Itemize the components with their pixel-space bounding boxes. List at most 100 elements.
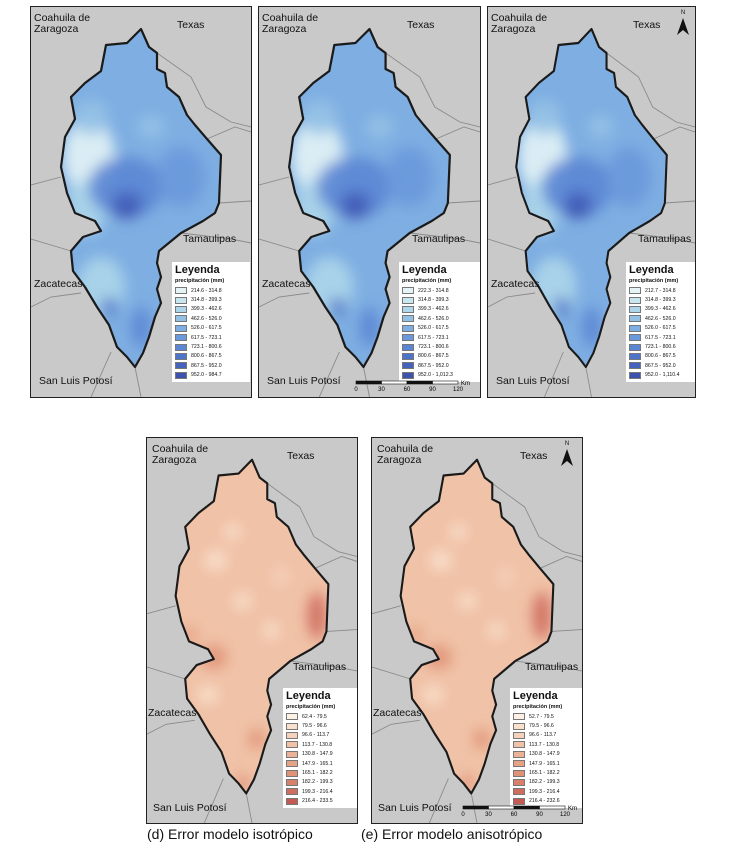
legend-label: 147.9 - 165.1 — [529, 760, 560, 767]
legend-swatch — [402, 324, 414, 332]
legend-swatch — [513, 722, 525, 730]
label-tamaulipas: Tamaulipas — [293, 661, 347, 673]
legend-label: 222.3 - 314.8 — [418, 287, 449, 294]
legend: Leyenda precipitación (mm) 212.7 - 314.8 31… — [626, 262, 695, 382]
surface-patch — [541, 157, 614, 217]
scale-segment — [539, 805, 566, 810]
legend-label: 617.5 - 723.1 — [418, 334, 449, 341]
legend-title: Leyenda — [175, 264, 220, 276]
legend-swatch — [402, 287, 414, 295]
state-map — [488, 27, 695, 397]
legend-swatch — [286, 788, 298, 796]
state-boundary — [174, 458, 330, 795]
legend-swatch — [286, 797, 298, 805]
legend-swatch — [175, 315, 187, 323]
legend-entry: 617.5 - 723.1 — [629, 333, 693, 342]
legend-swatch — [175, 371, 187, 379]
scale-tick-label: 60 — [404, 387, 411, 393]
surface-patch — [365, 115, 394, 139]
legend-entry: 462.6 - 526.0 — [175, 314, 247, 323]
surface-patch — [487, 622, 505, 639]
legend-swatch — [402, 296, 414, 304]
legend-label: 314.8 - 399.3 — [418, 297, 449, 304]
map-panel-a: Coahuila de Zaragoza Texas Tamaulipas Za… — [30, 6, 252, 398]
surface-patch — [457, 592, 477, 609]
legend-label: 52.7 - 79.5 — [529, 713, 554, 720]
scale-segment — [355, 380, 382, 385]
scale-segment — [488, 805, 515, 810]
label-coahuila: Coahuila de Zaragoza — [34, 12, 91, 35]
map-panel-e: Coahuila de Zaragoza Texas Tamaulipas Za… — [371, 437, 583, 824]
legend-entry: 462.6 - 526.0 — [629, 314, 693, 323]
map-panel-b: Coahuila de Zaragoza Texas Tamaulipas Za… — [258, 6, 481, 398]
scale-segment — [462, 805, 489, 810]
legend-entry: 526.0 - 617.5 — [402, 324, 478, 333]
legend-label: 462.6 - 526.0 — [645, 315, 676, 322]
legend-entry: 867.5 - 952.0 — [175, 361, 247, 370]
legend-label: 952.0 - 1,110.4 — [645, 372, 680, 379]
legend-swatch — [513, 741, 525, 749]
legend-swatch — [513, 731, 525, 739]
legend-entry: 147.9 - 165.1 — [513, 759, 579, 768]
legend-entry: 199.3 - 216.4 — [286, 787, 354, 796]
legend-swatch — [286, 713, 298, 721]
legend-label: 462.6 - 526.0 — [191, 315, 222, 322]
legend-title: Leyenda — [402, 264, 447, 276]
scale-tick-label: 0 — [461, 812, 465, 818]
surface-patch — [137, 115, 165, 139]
surface-patch — [248, 729, 266, 749]
legend-label: 399.3 - 462.6 — [645, 306, 676, 313]
legend-unit: precipitación (mm) — [402, 278, 452, 284]
legend-swatch — [629, 305, 641, 313]
legend-entry: 96.6 - 113.7 — [513, 731, 579, 740]
label-coahuila: Coahuila de Zaragoza — [152, 443, 209, 466]
legend-entry: 212.7 - 314.8 — [629, 286, 693, 295]
legend: Leyenda precipitación (mm) 222.3 - 314.8 31… — [399, 262, 480, 382]
north-arrow-icon: N — [560, 441, 574, 467]
surface-patch — [587, 115, 615, 139]
label-coahuila: Coahuila de Zaragoza — [377, 443, 434, 466]
legend-entry: 867.5 - 952.0 — [629, 361, 693, 370]
scale-unit-label: Km — [568, 806, 577, 812]
surface-patch — [88, 157, 164, 217]
legend-swatch — [513, 769, 525, 777]
legend-entry: 800.6 - 867.5 — [402, 352, 478, 361]
legend-entry: 399.3 - 462.6 — [629, 305, 693, 314]
legend-label: 800.6 - 867.5 — [645, 353, 676, 360]
legend-swatch — [175, 287, 187, 295]
legend-unit: precipitación (mm) — [286, 704, 336, 710]
legend-swatch — [513, 778, 525, 786]
legend-label: 952.0 - 984.7 — [191, 372, 222, 379]
legend-swatch — [513, 760, 525, 768]
legend-entry: 165.1 - 182.2 — [513, 768, 579, 777]
legend-swatch — [629, 287, 641, 295]
state-map — [31, 27, 251, 397]
scale-tick-label: 30 — [485, 812, 492, 818]
map-panel-c: Coahuila de Zaragoza Texas Tamaulipas Za… — [487, 6, 696, 398]
legend-title: Leyenda — [629, 264, 674, 276]
label-tamaulipas: Tamaulipas — [412, 233, 466, 245]
legend-swatch — [175, 296, 187, 304]
surface-patch — [449, 523, 467, 540]
legend-label: 212.7 - 314.8 — [645, 287, 676, 294]
legend-swatch — [286, 778, 298, 786]
label-texas: Texas — [520, 450, 548, 462]
legend-swatch — [402, 315, 414, 323]
label-zacatecas: Zacatecas — [373, 707, 422, 719]
legend-swatch — [513, 788, 525, 796]
surface-patch — [429, 550, 453, 571]
label-texas: Texas — [633, 19, 661, 31]
legend-entry: 526.0 - 617.5 — [175, 324, 247, 333]
legend-swatch — [513, 750, 525, 758]
interpolation-surface — [291, 99, 434, 347]
state-map — [147, 458, 357, 823]
legend-label: 182.2 - 199.3 — [529, 779, 560, 786]
scale-tick-label: 30 — [378, 387, 385, 393]
surface-patch — [197, 685, 219, 704]
legend-entry: 52.7 - 79.5 — [513, 712, 579, 721]
surface-patch — [316, 157, 393, 217]
label-texas: Texas — [407, 19, 435, 31]
scale-segment — [406, 380, 433, 385]
surface-patch — [496, 567, 516, 586]
